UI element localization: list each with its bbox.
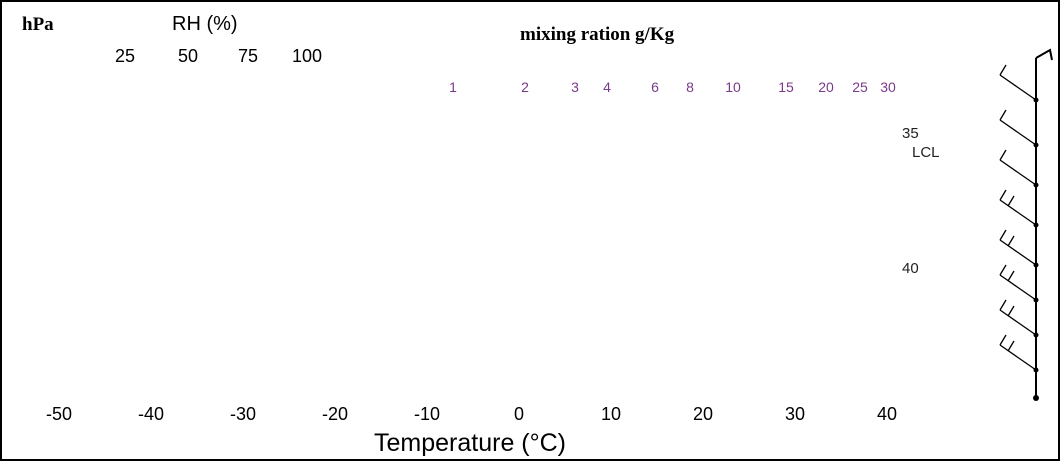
mixing-ratio-tick-label: 4 <box>603 79 611 95</box>
x-axis-title: Temperature (°C) <box>374 429 566 457</box>
wind-barb-flag <box>999 149 1007 161</box>
mixing-ratio-tick-label: 30 <box>880 79 896 95</box>
wind-barb-shaft <box>999 239 1037 266</box>
mixing-ratio-tick-label: 2 <box>521 79 529 95</box>
x-tick-label: -50 <box>46 404 72 424</box>
mixing-ratio-tick-label: 3 <box>571 79 579 95</box>
rh-label: RH (%) <box>172 13 238 35</box>
mixing-ratio-tick-label: 10 <box>725 79 741 95</box>
wind-barb-flag <box>1007 340 1015 352</box>
side-label-40: 40 <box>902 260 919 277</box>
wind-barb-flag <box>999 64 1007 76</box>
wind-barb-flag <box>999 229 1007 241</box>
pressure-unit-label: hPa <box>22 14 54 35</box>
rh-tick-label: 50 <box>178 46 198 66</box>
wind-barb-flag <box>1007 270 1015 282</box>
wind-barb-dot <box>1033 395 1039 401</box>
x-tick-label: 30 <box>785 404 805 424</box>
wind-barb-flag <box>1007 235 1015 247</box>
x-tick-label: 40 <box>877 404 897 424</box>
wind-barb-shaft <box>999 159 1037 186</box>
mixing-ratio-tick-label: 20 <box>818 79 834 95</box>
x-tick-label: 20 <box>693 404 713 424</box>
side-label-lcl: LCL <box>912 144 940 161</box>
wind-barb-flag <box>999 264 1007 276</box>
mixing-ratio-tick-label: 15 <box>778 79 794 95</box>
mixing-ratio-tick-label: 25 <box>852 79 868 95</box>
wind-barb-shaft <box>999 274 1037 301</box>
wind-barbs <box>999 48 1053 401</box>
rh-tick-label: 100 <box>292 46 322 66</box>
wind-barb-shaft <box>999 344 1037 371</box>
x-tick-label: -30 <box>230 404 256 424</box>
x-tick-label: 0 <box>514 404 524 424</box>
x-tick-label: -10 <box>414 404 440 424</box>
side-label-35: 35 <box>902 125 919 142</box>
axis-ticks: 6007008009001000-50-40-30-20-10010203040… <box>46 46 897 424</box>
wind-barb-top <box>1035 48 1053 61</box>
rh-tick-label: 25 <box>115 46 135 66</box>
mixing-ratio-tick-label: 1 <box>449 79 457 95</box>
mixing-ratio-tick-label: 6 <box>651 79 659 95</box>
wind-barb-shaft <box>999 74 1037 101</box>
rh-tick-label: 75 <box>238 46 258 66</box>
wind-barb-flag <box>999 109 1007 121</box>
mixing-ratio-tick-label: 8 <box>686 79 694 95</box>
wind-barb-shaft <box>999 199 1037 226</box>
mixing-ratio-label: mixing ration g/Kg <box>520 24 675 45</box>
wind-barb-flag <box>999 299 1007 311</box>
x-tick-label: 10 <box>601 404 621 424</box>
wind-barb-shaft <box>999 309 1037 336</box>
wind-barb-flag <box>999 334 1007 346</box>
wind-barb-flag <box>1007 195 1015 207</box>
x-tick-label: -20 <box>322 404 348 424</box>
wind-barb-shaft <box>999 119 1037 146</box>
wind-barb-flag <box>999 189 1007 201</box>
wind-barb-flag <box>1007 305 1015 317</box>
x-tick-label: -40 <box>138 404 164 424</box>
